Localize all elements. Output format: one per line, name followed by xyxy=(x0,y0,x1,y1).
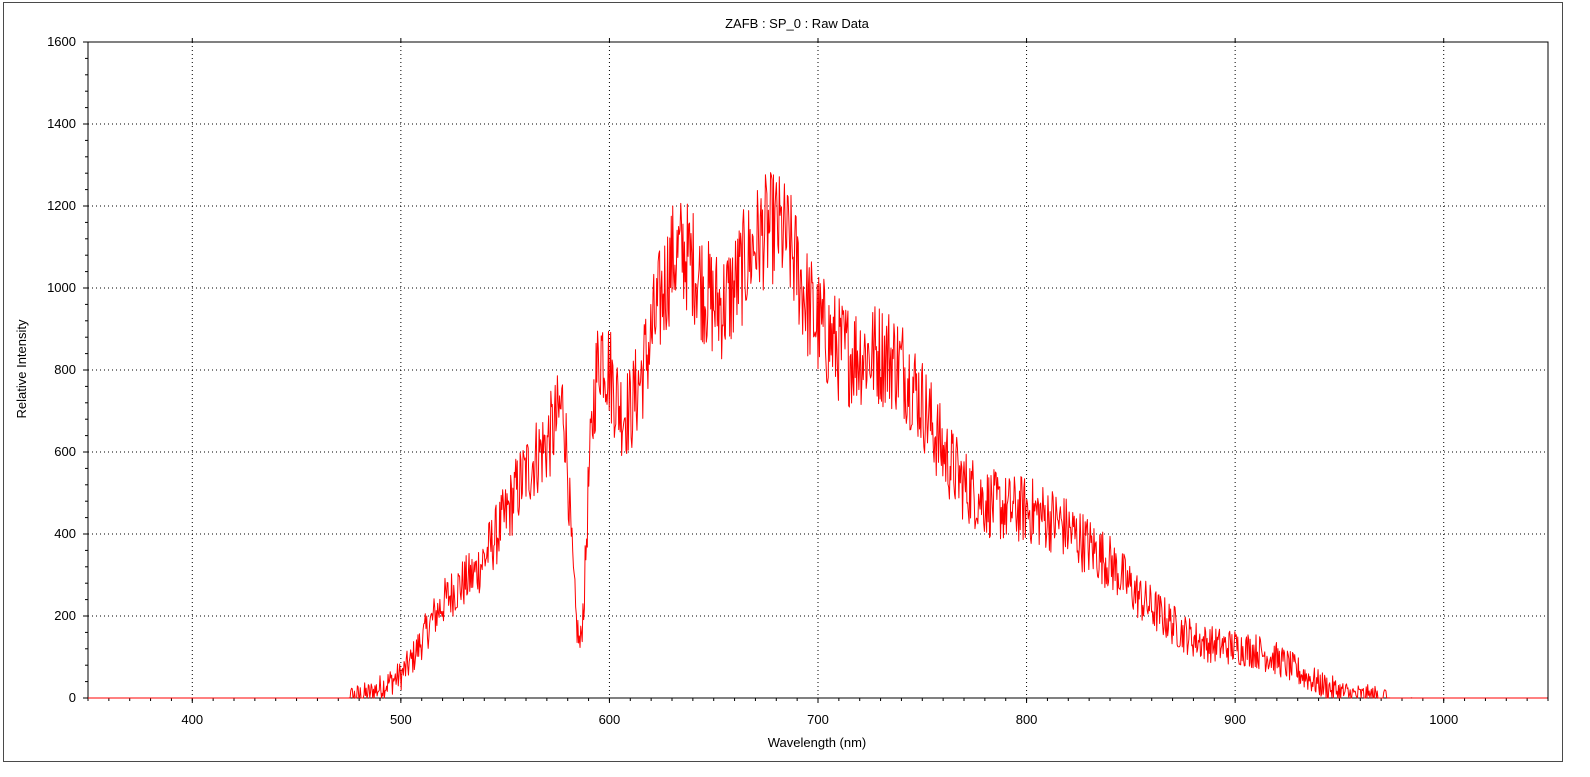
series-line-0 xyxy=(88,172,1548,699)
y-axis-label: Relative Intensity xyxy=(14,319,29,418)
x-tick-label-400: 400 xyxy=(181,712,203,727)
y-tick-label-1400: 1400 xyxy=(47,116,76,131)
x-axis-label: Wavelength (nm) xyxy=(768,735,867,750)
plot-area-border xyxy=(87,41,1549,699)
x-tick-label-600: 600 xyxy=(599,712,621,727)
chart-title: ZAFB : SP_0 : Raw Data xyxy=(725,16,870,31)
chart-frame xyxy=(3,2,1563,762)
y-tick-label-1200: 1200 xyxy=(47,198,76,213)
x-tick-label-1000: 1000 xyxy=(1429,712,1458,727)
y-tick-label-400: 400 xyxy=(54,526,76,541)
series-lines xyxy=(88,172,1548,699)
axes xyxy=(83,38,1549,703)
x-tick-label-900: 900 xyxy=(1224,712,1246,727)
y-tick-label-200: 200 xyxy=(54,608,76,623)
y-tick-label-0: 0 xyxy=(69,690,76,705)
y-tick-label-600: 600 xyxy=(54,444,76,459)
y-tick-label-1600: 1600 xyxy=(47,34,76,49)
x-tick-label-500: 500 xyxy=(390,712,412,727)
y-tick-label-800: 800 xyxy=(54,362,76,377)
grid-lines xyxy=(88,42,1548,698)
x-tick-label-700: 700 xyxy=(807,712,829,727)
tick-labels: 0 200 400 600 800 1000 1200 1400 1600 400 500 600 70… xyxy=(47,34,1458,727)
y-tick-label-1000: 1000 xyxy=(47,280,76,295)
x-tick-label-800: 800 xyxy=(1016,712,1038,727)
